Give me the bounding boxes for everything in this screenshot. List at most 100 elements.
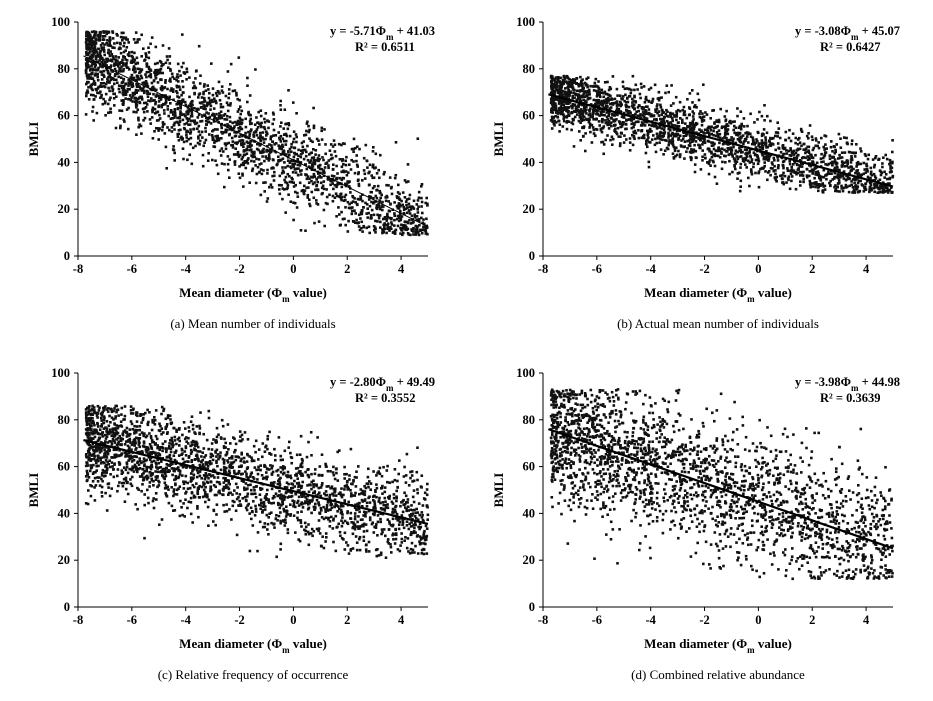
data-point (419, 542, 423, 545)
data-point (368, 195, 371, 198)
data-point (317, 164, 320, 168)
data-point (306, 120, 309, 124)
data-point (280, 184, 283, 187)
data-point (359, 195, 362, 198)
data-point (609, 102, 612, 106)
data-point (126, 492, 130, 496)
data-point (665, 139, 668, 142)
data-point (98, 32, 101, 36)
data-point (189, 114, 193, 118)
data-point (109, 96, 112, 100)
data-point (92, 98, 96, 101)
data-point (425, 552, 429, 555)
data-point (136, 67, 139, 71)
data-point (108, 414, 111, 418)
data-point (583, 81, 587, 85)
data-point (250, 159, 253, 163)
data-point (814, 144, 817, 148)
data-point (120, 70, 123, 73)
data-point (85, 46, 89, 49)
data-point (280, 171, 284, 175)
data-point (145, 103, 149, 106)
data-point (210, 114, 214, 117)
data-point (173, 151, 176, 155)
data-point (831, 178, 834, 181)
data-point (214, 100, 218, 104)
data-point (599, 102, 602, 105)
data-point (731, 140, 735, 143)
data-point (88, 41, 92, 44)
data-point (850, 142, 854, 146)
data-point (715, 119, 718, 122)
data-point (289, 476, 293, 480)
data-point (713, 142, 716, 146)
data-point (166, 87, 169, 91)
data-point (359, 488, 363, 491)
data-point (332, 187, 335, 191)
data-point (350, 209, 354, 213)
data-point (241, 141, 245, 145)
data-point (361, 179, 364, 182)
data-point (308, 177, 311, 181)
data-point (332, 175, 336, 178)
data-point (560, 98, 563, 101)
data-point (219, 110, 223, 113)
data-point (197, 515, 200, 519)
data-point (751, 138, 755, 141)
data-point (659, 138, 662, 141)
data-point (314, 149, 318, 152)
data-point (558, 80, 561, 83)
data-point (330, 174, 334, 178)
data-point (110, 52, 114, 56)
data-point (684, 134, 688, 137)
data-point (310, 487, 313, 491)
data-point (326, 509, 330, 512)
data-point (135, 56, 139, 60)
data-point (303, 189, 307, 192)
data-point (130, 80, 133, 84)
data-point (140, 97, 144, 101)
data-point (412, 500, 416, 504)
data-point (550, 98, 554, 101)
scatter-points (84, 404, 430, 559)
data-point (707, 140, 711, 143)
data-point (779, 174, 782, 178)
data-point (379, 153, 382, 157)
data-point (807, 156, 811, 159)
data-point (154, 475, 158, 479)
data-point (720, 150, 723, 154)
data-point (850, 180, 853, 183)
data-point (739, 179, 743, 183)
data-point (262, 150, 265, 154)
data-point (131, 76, 134, 80)
data-point (418, 535, 422, 538)
data-point (335, 215, 338, 218)
data-point (278, 506, 282, 510)
data-point (869, 180, 873, 184)
data-point (579, 99, 582, 102)
data-point (181, 118, 185, 122)
data-point (752, 151, 756, 154)
data-point (715, 182, 719, 185)
data-point (711, 109, 714, 112)
r-squared-label: R² = 0.6427 (820, 40, 881, 54)
data-point (326, 202, 329, 206)
data-point (113, 407, 116, 410)
data-point (859, 162, 863, 166)
data-point (353, 517, 357, 521)
data-point (385, 214, 389, 217)
data-point (624, 93, 627, 97)
data-point (595, 103, 598, 107)
data-point (625, 87, 629, 90)
data-point (371, 186, 375, 190)
data-point (306, 175, 310, 178)
data-point (379, 196, 382, 200)
data-point (579, 84, 582, 87)
data-point (219, 114, 223, 117)
data-point (360, 212, 364, 216)
data-point (190, 112, 194, 116)
data-point (699, 168, 703, 171)
data-point (182, 91, 185, 94)
data-point (781, 177, 784, 181)
data-point (239, 473, 243, 476)
